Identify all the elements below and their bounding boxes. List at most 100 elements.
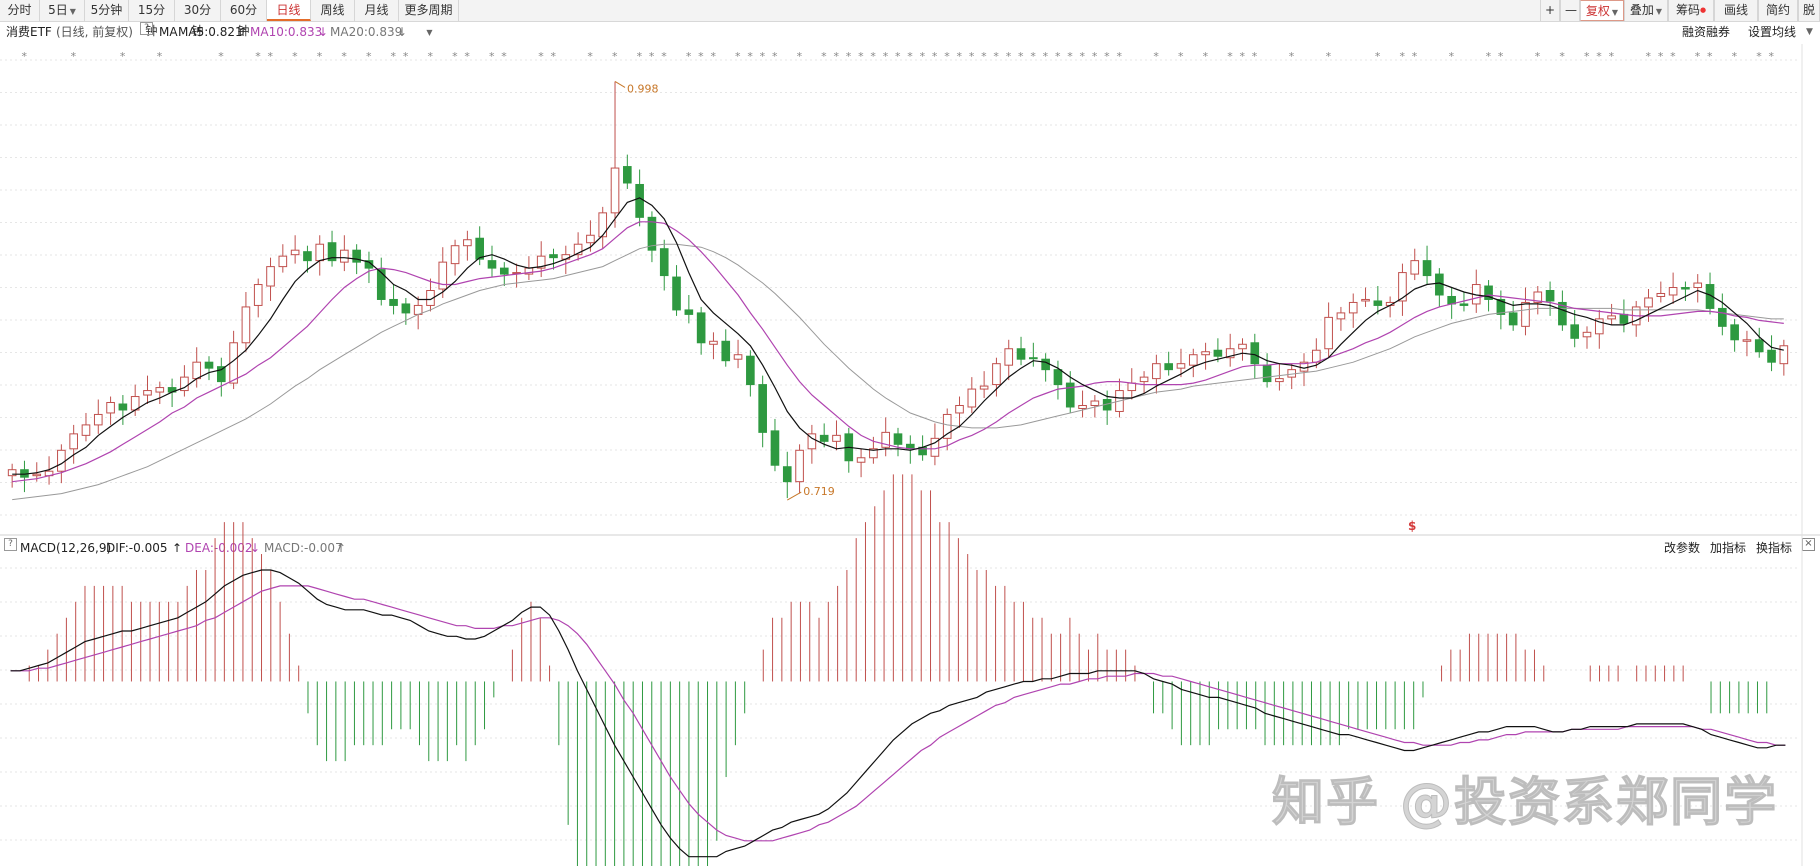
event-star-icon: *	[1535, 50, 1541, 63]
period-tab-5[interactable]: 60分钟	[221, 0, 267, 38]
ma10-line	[12, 221, 1784, 483]
candle-body	[426, 290, 435, 306]
event-star-icon: *	[1756, 50, 1762, 63]
event-star-icon: *	[1326, 50, 1332, 63]
period-tab-label: 5分钟	[90, 3, 123, 17]
event-star-icon: *	[1018, 50, 1024, 63]
event-star-icon: *	[120, 50, 126, 63]
candle-body	[832, 434, 841, 442]
candle-body	[709, 340, 718, 345]
period-tab-label: 分时	[7, 3, 32, 17]
candle-body	[942, 413, 952, 439]
tool-tab-4[interactable]: 筹码●	[1668, 0, 1714, 21]
period-tab-label: 月线	[364, 3, 389, 17]
candle-body	[1336, 312, 1346, 320]
period-tab-8[interactable]: 月线	[355, 0, 399, 21]
period-tab-7[interactable]: 周线	[311, 0, 355, 21]
tool-tab-label: —	[1565, 3, 1577, 17]
event-star-icon: *	[1707, 50, 1713, 63]
event-star-icon: *	[551, 50, 557, 63]
change-params-button[interactable]: 改参数	[1664, 541, 1701, 555]
add-indicator-button[interactable]: 加指标	[1710, 541, 1747, 555]
dea-value: DEA:-0.002	[185, 541, 253, 555]
ma5-line	[12, 197, 1784, 475]
event-star-icon: *	[218, 50, 224, 63]
candle-body	[549, 254, 558, 259]
candle-body	[1742, 339, 1752, 342]
candle-body	[696, 312, 706, 344]
candle-body	[782, 466, 792, 483]
event-star-icon: *	[1646, 50, 1652, 63]
candle-body	[992, 363, 1001, 386]
set-ma-dropdown-icon[interactable]: ▼	[1806, 27, 1813, 37]
event-star-icon: *	[747, 50, 753, 63]
period-tab-9[interactable]: 更多周期 ▼	[399, 0, 459, 37]
event-star-icon: *	[932, 50, 938, 63]
candle-body	[450, 245, 460, 265]
tool-tab-6[interactable]: 简约	[1758, 0, 1798, 21]
event-star-icon: *	[1732, 50, 1738, 63]
event-star-icon: *	[1670, 50, 1676, 63]
event-star-icon: *	[1252, 50, 1258, 63]
event-star-icon: *	[1289, 50, 1295, 63]
period-tab-2[interactable]: 5分钟	[85, 0, 129, 21]
tool-tab-3[interactable]: 叠加 ▼	[1624, 0, 1668, 21]
candle-body	[475, 237, 484, 260]
tool-tab-2[interactable]: 复权 ▼	[1580, 0, 1624, 21]
dropdown-caret-icon: ▼	[1655, 7, 1663, 16]
ma20-down-arrow-icon: ↓	[397, 25, 408, 39]
tool-tab-0[interactable]: +	[1540, 0, 1560, 21]
period-tab-6[interactable]: 日线	[267, 0, 311, 21]
event-star-icon: *	[464, 50, 470, 63]
low-annotation-arrow	[787, 491, 802, 501]
margin-trading-button[interactable]: 融资融券	[1682, 25, 1731, 39]
event-star-icon: *	[1178, 50, 1184, 63]
tool-tab-5[interactable]: 画线	[1714, 0, 1758, 21]
ma10-down-arrow-icon: ↓	[318, 25, 329, 39]
period-tab-0[interactable]: 分时	[0, 0, 40, 21]
candle-body	[1065, 382, 1075, 408]
event-star-icon: *	[317, 50, 323, 63]
candle-body	[389, 298, 398, 306]
period-tab-label: 30分钟	[183, 3, 212, 38]
candle-body	[733, 354, 743, 360]
period-tab-label: 更多周期	[404, 3, 453, 17]
event-star-icon: *	[21, 50, 27, 63]
candle-body	[499, 267, 509, 275]
candle-body	[893, 433, 903, 445]
candle-body	[573, 243, 583, 256]
event-star-icon: *	[1596, 50, 1602, 63]
candle-body	[635, 183, 644, 218]
event-star-icon: *	[1412, 50, 1418, 63]
switch-indicator-button[interactable]: 换指标	[1756, 541, 1793, 555]
tool-tab-label: 叠加	[1629, 3, 1654, 17]
event-star-icon: *	[686, 50, 692, 63]
dropdown-caret-icon: ▼	[426, 28, 433, 37]
candle-body	[180, 376, 189, 392]
event-star-icon: *	[895, 50, 901, 63]
macd-help-icon[interactable]: ?	[4, 538, 17, 551]
event-star-icon: *	[1055, 50, 1061, 63]
candle-body	[487, 260, 497, 269]
event-star-icon: *	[1658, 50, 1664, 63]
candle-body	[290, 249, 300, 256]
event-star-icon: *	[341, 50, 347, 63]
tool-tab-1[interactable]: —	[1560, 0, 1580, 21]
candle-body	[1164, 363, 1173, 371]
period-tab-4[interactable]: 30分钟	[175, 0, 221, 38]
period-tab-1[interactable]: 5日 ▼	[40, 0, 85, 21]
candle-body	[1398, 272, 1407, 302]
event-star-icon: *	[366, 50, 372, 63]
dif-up-arrow-icon: ↑	[172, 541, 183, 555]
event-star-icon: *	[1486, 50, 1492, 63]
candle-body	[463, 239, 472, 247]
candle-body	[1570, 324, 1580, 339]
candle-body	[721, 340, 731, 362]
ma5-up-arrow-icon: ↑	[238, 25, 249, 39]
candle-body	[1324, 316, 1333, 350]
chart-subtitle: (日线, 前复权)	[56, 25, 133, 39]
set-ma-button[interactable]: 设置均线	[1748, 25, 1797, 39]
help-icon[interactable]: ?	[140, 22, 153, 35]
candle-body	[155, 387, 165, 393]
